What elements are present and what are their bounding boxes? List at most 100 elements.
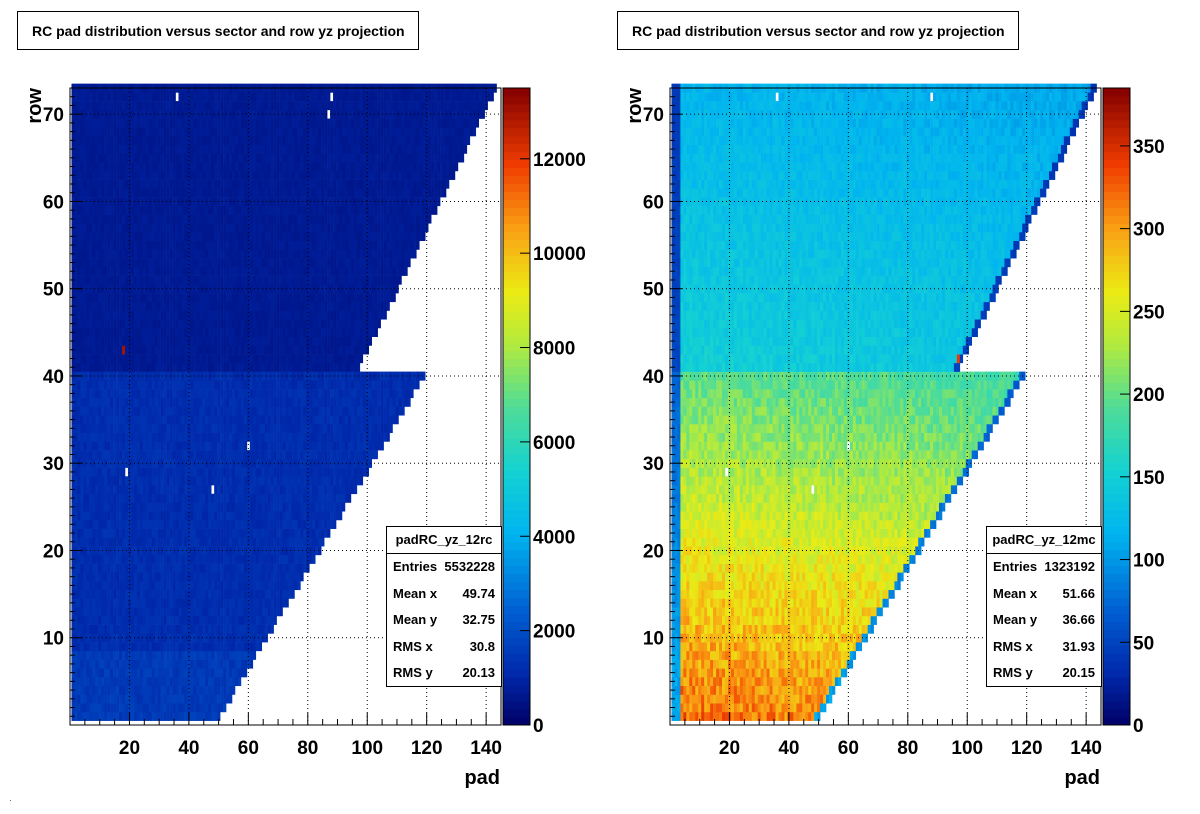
heatmap-cell bbox=[95, 607, 99, 617]
heatmap-cell bbox=[199, 563, 203, 573]
heatmap-cell bbox=[211, 642, 215, 652]
heatmap-cell bbox=[386, 415, 390, 425]
heatmap-cell bbox=[92, 345, 96, 355]
heatmap-cell bbox=[214, 485, 218, 495]
heatmap-cell bbox=[270, 275, 274, 285]
heatmap-cell bbox=[77, 249, 81, 259]
heatmap-cell bbox=[273, 240, 277, 250]
heatmap-cell bbox=[249, 537, 254, 547]
heatmap-cell bbox=[181, 345, 185, 355]
heatmap-cell bbox=[172, 415, 176, 425]
heatmap-cell bbox=[300, 327, 304, 337]
heatmap-cell bbox=[113, 519, 117, 529]
heatmap-cell bbox=[151, 458, 156, 468]
heatmap-cell bbox=[291, 546, 295, 556]
heatmap-cell bbox=[261, 493, 265, 503]
heatmap-cell bbox=[190, 258, 194, 268]
heatmap-cell bbox=[163, 554, 167, 564]
heatmap-cell bbox=[124, 511, 129, 521]
heatmap-cell bbox=[169, 572, 173, 582]
heatmap-cell bbox=[205, 511, 209, 521]
heatmap-cell bbox=[193, 650, 197, 660]
heatmap-cell bbox=[312, 293, 316, 303]
heatmap-cell bbox=[119, 275, 123, 285]
heatmap-cell bbox=[116, 458, 120, 468]
heatmap-cell bbox=[309, 423, 313, 433]
heatmap-cell bbox=[83, 450, 87, 460]
heatmap-cell bbox=[83, 301, 87, 311]
heatmap-cell bbox=[330, 293, 334, 303]
heatmap-cell bbox=[83, 624, 87, 634]
heatmap-cell bbox=[300, 319, 304, 329]
heatmap-cell bbox=[92, 371, 96, 381]
heatmap-cell bbox=[306, 546, 310, 556]
heatmap-cell bbox=[279, 572, 283, 582]
heatmap-cell bbox=[217, 703, 221, 713]
heatmap-cell bbox=[184, 485, 188, 495]
heatmap-cell bbox=[154, 607, 158, 617]
heatmap-cell bbox=[249, 650, 254, 660]
heatmap-cell bbox=[223, 293, 227, 303]
heatmap-cell bbox=[243, 423, 248, 433]
heatmap-cell bbox=[255, 511, 260, 521]
heatmap-cell bbox=[276, 432, 280, 442]
heatmap-cell bbox=[264, 563, 268, 573]
heatmap-cell bbox=[261, 458, 265, 468]
heatmap-cell bbox=[184, 319, 188, 329]
heatmap-cell bbox=[205, 650, 209, 660]
heatmap-cell bbox=[353, 336, 358, 346]
heatmap-cell bbox=[98, 371, 102, 381]
heatmap-cell bbox=[223, 354, 227, 364]
heatmap-cell bbox=[252, 293, 257, 303]
heatmap-cell bbox=[297, 362, 301, 372]
heatmap-cell bbox=[255, 423, 260, 433]
heatmap-cell bbox=[240, 406, 245, 416]
heatmap-cell bbox=[124, 615, 129, 625]
heatmap-cell bbox=[181, 642, 185, 652]
heatmap-cell bbox=[83, 519, 87, 529]
heatmap-cell bbox=[136, 572, 141, 582]
heatmap-cell bbox=[166, 258, 170, 268]
heatmap-cell bbox=[333, 293, 337, 303]
heatmap-cell bbox=[288, 581, 292, 591]
heatmap-cell bbox=[116, 310, 120, 320]
heatmap-cell bbox=[318, 293, 322, 303]
heatmap-cell bbox=[339, 458, 343, 468]
heatmap-cell bbox=[122, 589, 126, 599]
heatmap-cell bbox=[300, 310, 304, 320]
heatmap-cell bbox=[356, 240, 361, 250]
heatmap-cell bbox=[214, 642, 218, 652]
heatmap-cell bbox=[122, 258, 126, 268]
heatmap-cell bbox=[199, 389, 203, 399]
heatmap-cell bbox=[226, 589, 230, 599]
heatmap-cell bbox=[119, 415, 123, 425]
heatmap-cell bbox=[160, 275, 164, 285]
heatmap-cell bbox=[229, 485, 233, 495]
heatmap-cell bbox=[294, 310, 298, 320]
heatmap-cell bbox=[202, 563, 206, 573]
heatmap-cell bbox=[119, 502, 123, 512]
heatmap-cell bbox=[347, 380, 352, 390]
heatmap-cell bbox=[401, 371, 405, 381]
heatmap-cell bbox=[234, 598, 239, 608]
heatmap-cell bbox=[83, 493, 87, 503]
heatmap-cell bbox=[110, 327, 114, 337]
heatmap-cell bbox=[92, 450, 96, 460]
heatmap-cell bbox=[172, 467, 176, 477]
heatmap-cell bbox=[243, 327, 248, 337]
heatmap-cell bbox=[119, 406, 123, 416]
heatmap-cell bbox=[327, 327, 331, 337]
heatmap-cell bbox=[104, 581, 108, 591]
heatmap-cell bbox=[404, 249, 408, 259]
heatmap-cell bbox=[119, 397, 123, 407]
heatmap-cell bbox=[116, 511, 120, 521]
heatmap-cell bbox=[145, 327, 150, 337]
heatmap-cell bbox=[294, 266, 298, 276]
heatmap-cell bbox=[205, 354, 209, 364]
heatmap-cell bbox=[353, 485, 358, 495]
heatmap-cell bbox=[234, 406, 239, 416]
heatmap-cell bbox=[145, 293, 150, 303]
heatmap-cell bbox=[321, 380, 325, 390]
heatmap-cell bbox=[196, 371, 200, 381]
heatmap-cell bbox=[205, 266, 209, 276]
